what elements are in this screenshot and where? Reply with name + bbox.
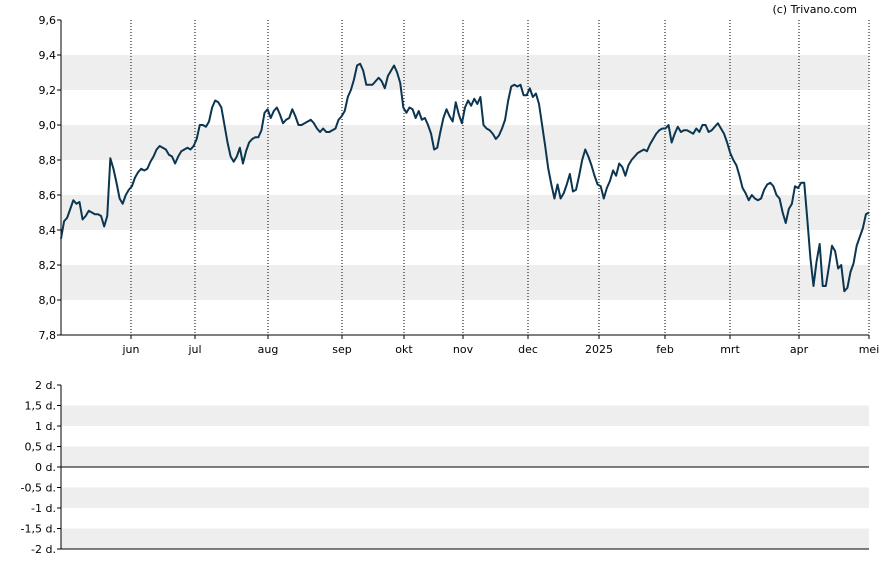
grid-band: [61, 265, 869, 300]
lower-chart: 2 d. 1,5 d. 1 d. 0,5 d. 0 d. -0,5 d. -1 d. -1,5…: [21, 379, 869, 556]
x-tick-label: dec: [518, 343, 538, 356]
y-tick-label: 9,0: [39, 119, 57, 132]
x-tick-label: okt: [395, 343, 413, 356]
y-tick-label: 9,2: [39, 84, 57, 97]
y-tick-label: 2 d.: [35, 379, 56, 392]
y-tick-label: -2 d.: [31, 543, 56, 556]
x-tick-label: jul: [187, 343, 201, 356]
grid-band: [61, 487, 869, 508]
grid-band: [61, 195, 869, 230]
grid-band: [61, 55, 869, 90]
grid-band: [61, 405, 869, 426]
y-tick-label: 8,0: [39, 294, 57, 307]
y-tick-label: 9,6: [39, 14, 57, 27]
y-tick-label: 8,2: [39, 259, 57, 272]
price-series-line: [60, 62, 870, 293]
y-tick-label: 8,6: [39, 189, 57, 202]
x-tick-label: mrt: [720, 343, 740, 356]
grid-band: [61, 528, 869, 549]
y-tick-label: 1 d.: [35, 420, 56, 433]
y-tick-label: 9,4: [39, 49, 57, 62]
x-tick-label: apr: [790, 343, 809, 356]
x-tick-label: jun: [122, 343, 140, 356]
y-tick-label: 7,8: [39, 329, 57, 342]
y-tick-label: 0 d.: [35, 461, 56, 474]
x-tick-label: mei: [859, 343, 880, 356]
y-tick-label: 8,4: [39, 224, 57, 237]
credit-text: (c) Trivano.com: [772, 3, 857, 16]
x-tick-label: nov: [453, 343, 474, 356]
price-chart: jun jul aug sep okt nov dec 2025 feb mrt apr mei 7,8…: [39, 14, 880, 356]
grid-band: [61, 446, 869, 467]
grid-band: [61, 125, 869, 160]
y-tick-label: -1 d.: [31, 502, 56, 515]
x-tick-label: feb: [656, 343, 674, 356]
y-tick-label: 8,8: [39, 154, 57, 167]
x-tick-label: sep: [332, 343, 351, 356]
x-tick-label: aug: [258, 343, 279, 356]
y-tick-label: 1,5 d.: [25, 400, 56, 413]
y-tick-label: 0,5 d.: [25, 441, 56, 454]
x-tick-label: 2025: [585, 343, 613, 356]
y-tick-label: -0,5 d.: [21, 482, 56, 495]
y-tick-label: -1,5 d.: [21, 523, 56, 536]
